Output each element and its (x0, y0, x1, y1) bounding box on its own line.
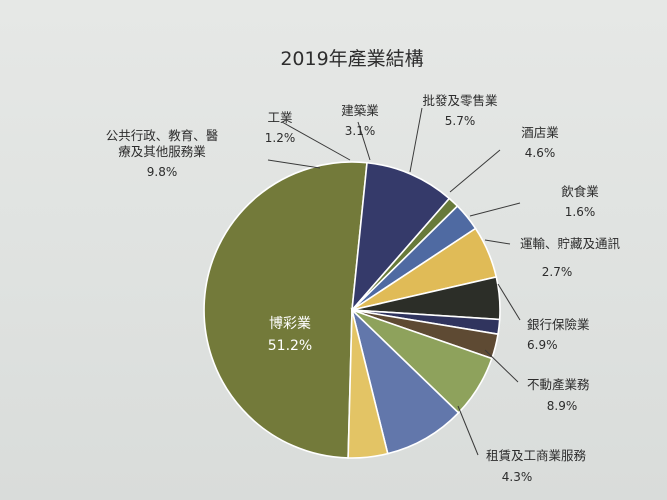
slice-name: 酒店業 (521, 125, 559, 140)
pie-slice (203, 161, 368, 459)
slice-name: 公共行政、教育、醫 (106, 128, 219, 143)
pie-slices (203, 161, 501, 459)
leader-line (281, 121, 351, 161)
leader-line (497, 283, 521, 321)
slice-percent-label: 4.6% (525, 146, 556, 160)
slice-percent-label: 2.7% (542, 265, 573, 279)
slice-name: 批發及零售業 (422, 93, 498, 108)
slice-percent-label: 51.2% (268, 338, 312, 354)
leader-line (469, 202, 521, 217)
leader-line (457, 405, 479, 456)
leader-line (484, 239, 511, 245)
slice-name: 租賃及工商業服務 (486, 448, 587, 463)
pie-slice (350, 161, 451, 313)
leader-line (409, 107, 423, 173)
leader-line (267, 159, 321, 169)
slice-name: 運輸、貯藏及通訊 (520, 236, 621, 251)
leader-lines (267, 107, 521, 456)
leader-line (357, 121, 371, 161)
slice-percent-label: 6.9% (527, 338, 558, 352)
slice-name: 博彩業 (269, 315, 311, 332)
slice-percent-label: 5.7% (445, 114, 476, 128)
slice-name: 銀行保險業 (527, 317, 590, 332)
slice-percent-label: 4.3% (502, 470, 533, 484)
pie-slice (347, 309, 389, 459)
slice-name: 工業 (267, 110, 293, 125)
slice-percent-label: 1.6% (565, 205, 596, 219)
slice-name: 飲食業 (561, 184, 599, 199)
pie-slice (350, 307, 460, 455)
slice-name: 建築業 (341, 103, 379, 118)
slice-name: 療及其他服務業 (118, 144, 206, 159)
leader-line (449, 149, 501, 193)
slice-percent-label: 3.1% (345, 124, 376, 138)
chart-title: 2019年產業結構 (280, 48, 423, 70)
slice-name: 不動產業務 (527, 377, 590, 392)
slice-percent-label: 8.9% (547, 399, 578, 413)
leader-line (484, 349, 519, 383)
slice-percent-label: 9.8% (147, 165, 178, 179)
slice-percent-label: 1.2% (265, 131, 296, 145)
